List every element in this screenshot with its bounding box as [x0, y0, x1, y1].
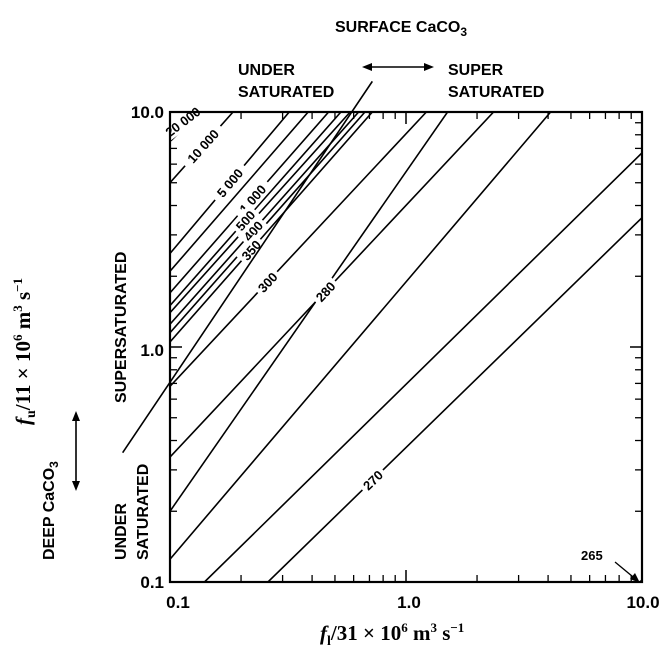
vertical-double-arrow: [72, 411, 80, 491]
contour-label-bg: [229, 204, 261, 237]
contour-line-unlabeled-2: [170, 112, 366, 334]
contour-label-265: 265: [581, 548, 603, 563]
saturation-boundary-line: [121, 80, 373, 454]
x-tick-label-0: 0.1: [166, 593, 190, 612]
y-axis-label: fu/11 × 106 m3 s−1: [10, 278, 39, 425]
contour-label-10000: 10 000: [184, 126, 222, 166]
contour-label-bg: [356, 464, 389, 496]
contour-line-unlabeled-0: [170, 112, 309, 272]
contour-label-20000: 20 000: [163, 104, 204, 140]
super-saturated-top-label: SUPER SATURATED: [448, 62, 544, 101]
contour-line-unlabeled-1: [170, 112, 351, 314]
contour-label-bg: [208, 160, 251, 206]
contour-lines: [170, 112, 642, 582]
supersaturated-left-label: SUPERSATURATED: [113, 252, 130, 403]
x-axis-label: fl/31 × 106 m3 s−1: [320, 620, 464, 649]
contour-label-bg: [251, 266, 284, 299]
contour-line-unlabeled-4: [170, 112, 552, 560]
contour-line-300: [170, 112, 427, 387]
contour-line-270: [267, 217, 642, 582]
surface-caco3-title: SURFACE CaCO3: [335, 19, 467, 39]
y-tick-label-0: 0.1: [140, 573, 164, 592]
contour-label-bg: [309, 275, 341, 308]
contour-label-bg: [235, 233, 267, 267]
deep-caco3-label: DEEP CaCO3: [41, 461, 61, 560]
contour-line-unlabeled-5: [203, 152, 642, 582]
under-saturated-left-label: UNDER SATURATED: [113, 464, 152, 560]
under-saturated-top-label: UNDER SATURATED: [238, 62, 334, 101]
y-tick-label-2: 10.0: [131, 103, 164, 122]
plot-frame: [168, 110, 644, 584]
horizontal-double-arrow: [362, 63, 434, 71]
x-tick-label-1: 1.0: [397, 593, 421, 612]
contour-label-bg: [179, 120, 227, 172]
contour-line-unlabeled-3: [170, 112, 449, 512]
y-tick-label-1: 1.0: [140, 341, 164, 360]
x-tick-label-2: 10.0: [626, 593, 659, 612]
contour-line-350: [170, 112, 373, 343]
axis-ticks: [170, 112, 642, 582]
contour-label-bg: [231, 176, 274, 221]
contour-label-bg: [237, 214, 269, 247]
label-265-pointer: [614, 561, 640, 583]
contour-line-500: [170, 112, 342, 307]
